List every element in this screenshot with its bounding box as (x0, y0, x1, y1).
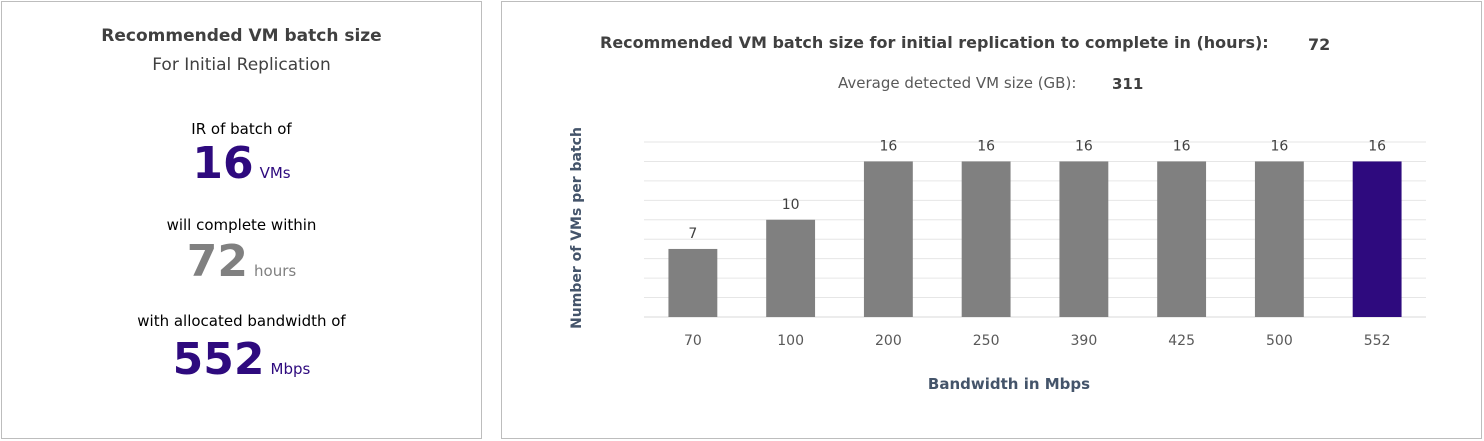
x-tick-390: 390 (1071, 333, 1098, 349)
x-tick-552: 552 (1364, 333, 1391, 349)
summary-subtitle: For Initial Replication (152, 55, 331, 75)
grid-lines (644, 141, 1426, 318)
bandwidth-unit: Mbps (270, 360, 311, 378)
bar-500 (1254, 161, 1304, 317)
bar-200 (863, 161, 913, 317)
data-label-500: 16 (1270, 138, 1288, 154)
batch-size-unit: VMs (259, 164, 291, 182)
bar-425 (1157, 161, 1207, 317)
x-tick-70: 70 (684, 333, 702, 349)
data-label-100: 10 (782, 197, 800, 213)
summary-title: Recommended VM batch size (101, 26, 382, 46)
data-label-250: 16 (977, 138, 995, 154)
avg-vm-size-label: Average detected VM size (GB): (838, 74, 1077, 92)
bars (668, 161, 1402, 317)
bandwidth-readout: 552 Mbps (2, 338, 481, 382)
batch-label: IR of batch of (191, 120, 292, 138)
bar-250 (961, 161, 1011, 317)
batch-size-readout: 16 VMs (2, 142, 481, 186)
hours-readout: 72 hours (2, 240, 481, 284)
data-label-70: 7 (688, 226, 697, 242)
data-label-425: 16 (1173, 138, 1191, 154)
complete-label: will complete within (166, 216, 317, 234)
hours-value: 72 (186, 236, 249, 287)
hours-unit: hours (254, 262, 297, 280)
x-tick-425: 425 (1168, 333, 1195, 349)
bar-100 (766, 219, 816, 317)
data-label-200: 16 (879, 138, 897, 154)
bar-70 (668, 248, 718, 317)
bar-552 (1352, 161, 1402, 317)
avg-vm-size-value: 311 (1112, 75, 1144, 93)
chart-header-hours: 72 (1308, 35, 1331, 54)
bandwidth-value: 552 (172, 334, 265, 385)
bandwidth-label: with allocated bandwidth of (137, 312, 346, 330)
x-tick-labels: 70 100 200 250 390 425 500 552 (684, 333, 1391, 349)
chart-header-title: Recommended VM batch size for initial re… (600, 33, 1269, 52)
y-axis-label: Number of VMs per batch (569, 127, 585, 329)
x-axis-label: Bandwidth in Mbps (928, 375, 1090, 393)
x-tick-200: 200 (875, 333, 902, 349)
data-label-552: 16 (1368, 138, 1386, 154)
chart-panel: Recommended VM batch size for initial re… (501, 1, 1482, 439)
summary-panel: Recommended VM batch size For Initial Re… (1, 1, 482, 439)
x-tick-100: 100 (777, 333, 804, 349)
x-tick-500: 500 (1266, 333, 1293, 349)
data-labels: 7 10 16 16 16 16 16 16 (688, 138, 1386, 242)
data-label-390: 16 (1075, 138, 1093, 154)
bar-390 (1059, 161, 1109, 317)
batch-size-value: 16 (192, 138, 254, 189)
x-tick-250: 250 (973, 333, 1000, 349)
